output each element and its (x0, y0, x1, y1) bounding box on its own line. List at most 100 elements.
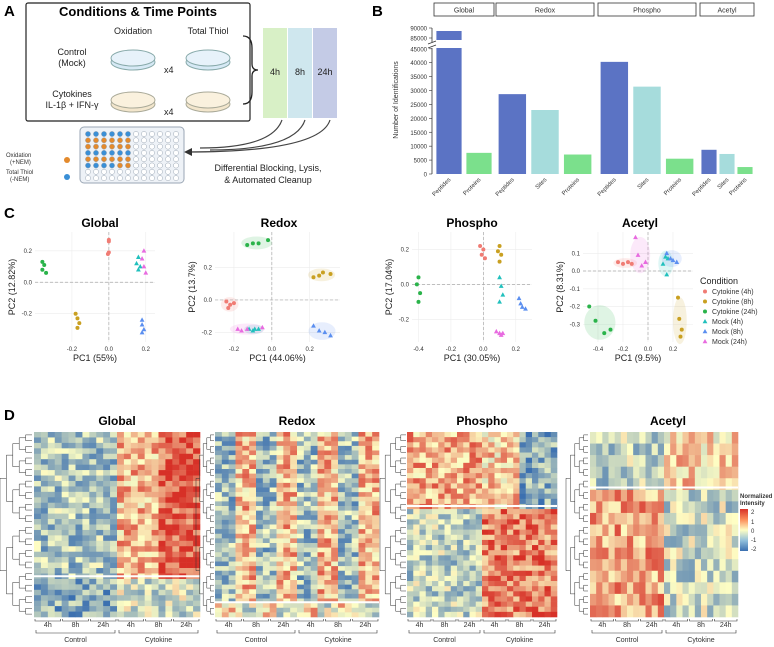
heatmap-cell (186, 491, 194, 498)
heatmap-cell (186, 513, 194, 520)
heatmap-cell (344, 450, 352, 456)
heatmap-cell (297, 566, 305, 572)
heatmap-cell (235, 589, 243, 595)
heatmap-cell (701, 605, 708, 618)
heatmap-cell (130, 578, 139, 585)
heatmap-cell (525, 478, 533, 484)
heatmap-cell (596, 570, 603, 583)
heatmap-cell (513, 473, 520, 479)
heatmap-cell (228, 570, 236, 576)
pca-x-tick: 0.2 (142, 347, 151, 353)
heatmap-cell (519, 478, 527, 484)
heatmap-cell (351, 543, 359, 548)
heatmap-cell (290, 450, 298, 456)
heatmap-cell (338, 603, 346, 609)
heatmap-cell (407, 611, 414, 618)
heatmap-cell (331, 575, 339, 581)
dendrogram-branch (400, 492, 406, 499)
pca-point (493, 328, 499, 334)
heatmap-cell (235, 450, 243, 456)
heatmap-cell (103, 432, 111, 438)
pca-point (311, 275, 316, 280)
heatmap-cell (463, 457, 470, 464)
heatmap-cell (172, 437, 180, 444)
heatmap-cell (701, 455, 708, 467)
heatmap-cell (731, 501, 739, 514)
heatmap-cell (242, 459, 250, 465)
heatmap-cell (110, 480, 118, 487)
heatmap-cell (221, 593, 229, 599)
heatmap-cell (317, 455, 325, 461)
heatmap-cell (82, 491, 90, 498)
heatmap-cell (158, 611, 166, 618)
well (149, 156, 155, 163)
heatmap-cell (519, 488, 527, 494)
heatmap-cell (457, 591, 464, 597)
heatmap-time-label: 4h (307, 622, 315, 629)
heatmap-cell (651, 512, 659, 525)
heatmap-cell (158, 524, 166, 531)
heatmap-cell (444, 447, 452, 453)
heatmap-cell (544, 447, 552, 453)
heatmap-cell (317, 436, 325, 442)
heatmap-cell (34, 535, 42, 542)
heatmap-cell (249, 575, 257, 581)
heatmap-cell (407, 457, 414, 464)
dendrogram-branch (400, 584, 406, 592)
heatmap-cell (664, 432, 671, 444)
heatmap-cell (103, 540, 111, 547)
heatmap-cell (215, 529, 223, 535)
heatmap-cell (75, 540, 83, 547)
heatmap-cell (262, 450, 270, 456)
heatmap-cell (494, 519, 502, 525)
heatmap-time-bracket (507, 619, 532, 622)
heatmap-cell (639, 432, 646, 444)
heatmap-cell (179, 437, 187, 444)
pca-y-tick: 0.1 (572, 251, 581, 257)
heatmap-cell (351, 469, 359, 474)
heatmap-cell (158, 491, 166, 498)
heatmap-cell (365, 473, 373, 479)
well (173, 137, 179, 144)
heatmap-cell (34, 529, 42, 536)
heatmap-cell (425, 498, 433, 505)
heatmap-cell (68, 551, 76, 558)
heatmap-cell (215, 506, 223, 511)
dendrogram-branch (25, 596, 32, 603)
heatmap-cell (228, 519, 236, 525)
well (93, 131, 99, 137)
heatmap-cell (82, 486, 90, 493)
pca-point (250, 241, 255, 246)
well (157, 156, 163, 163)
pca-point (106, 239, 111, 244)
pca-point (224, 299, 229, 304)
heatmap-cell (550, 452, 558, 458)
heatmap-cell (130, 546, 139, 553)
heatmap-cell (151, 589, 159, 596)
heatmap-cell (75, 606, 83, 612)
heatmap-cell (117, 529, 125, 536)
heatmap-cell (688, 489, 696, 502)
heatmap-cell (186, 497, 194, 504)
heatmap-cell (488, 473, 495, 479)
heatmap-cell (193, 524, 201, 531)
heatmap-cell (103, 508, 111, 514)
heatmap-cell (249, 441, 257, 447)
heatmap-cell (61, 491, 69, 498)
bar-y-tick-label: 25000 (410, 103, 427, 109)
heatmap-cell (372, 515, 380, 521)
heatmap-cell (158, 470, 166, 476)
heatmap-cell (317, 506, 325, 511)
well (117, 168, 123, 175)
heatmap-cell (494, 545, 502, 551)
heatmap-cell (290, 529, 298, 535)
heatmap-cell (310, 543, 318, 548)
heatmap-cell (89, 519, 97, 525)
heatmap-cell (103, 497, 111, 504)
heatmap-cell (488, 555, 495, 561)
heatmap-cell (450, 550, 458, 556)
heatmap-cell (488, 447, 495, 453)
heatmap-cell (235, 445, 243, 451)
heatmap-cell (40, 584, 49, 591)
heatmap-cell (151, 502, 159, 509)
